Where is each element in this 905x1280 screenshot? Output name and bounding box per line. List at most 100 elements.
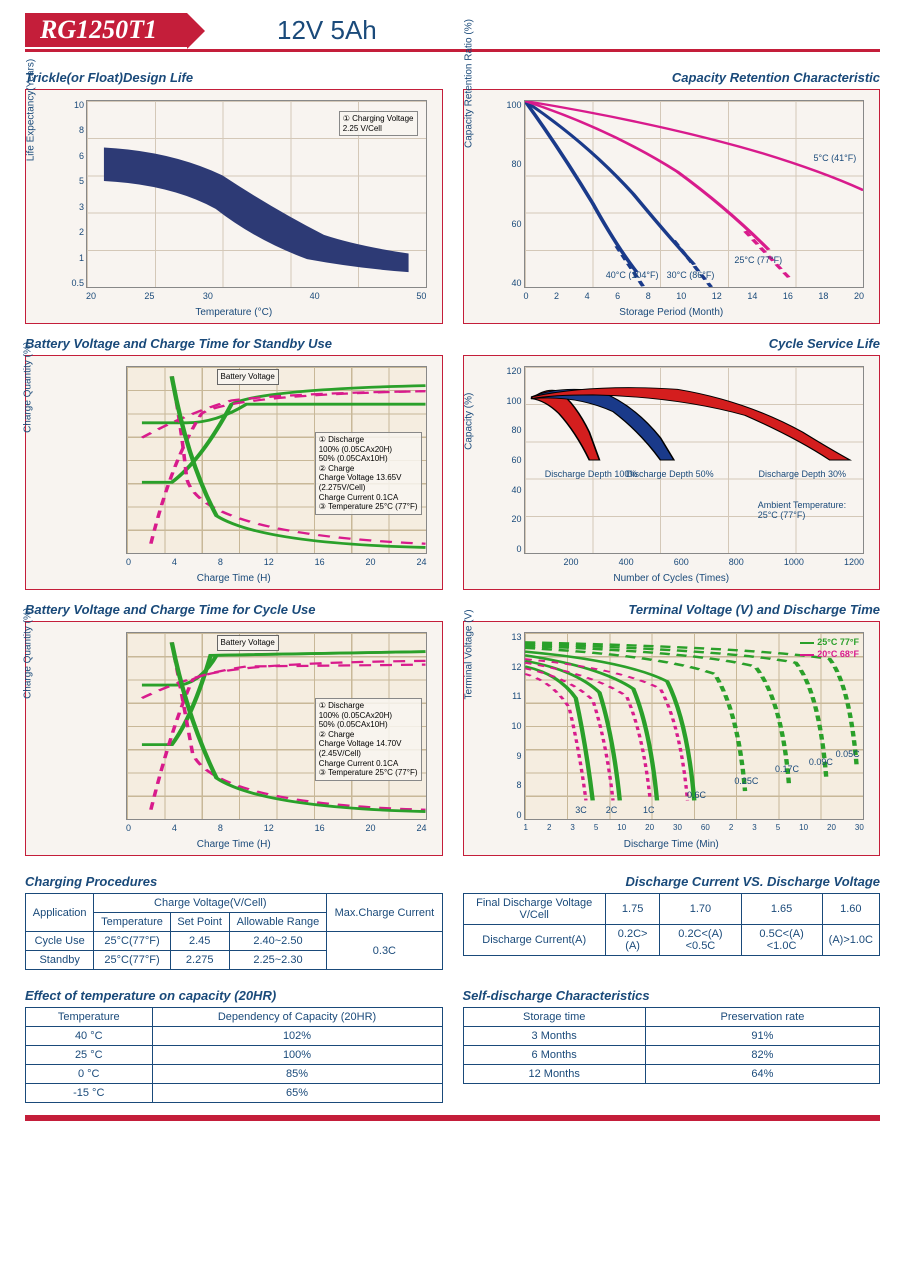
rate-label: 0.09C bbox=[809, 757, 833, 767]
table-title: Effect of temperature on capacity (20HR) bbox=[25, 988, 443, 1003]
table-row: 12 Months64% bbox=[463, 1065, 880, 1084]
table-row: Cycle Use 25°C(77°F) 2.45 2.40~2.50 0.3C bbox=[26, 932, 443, 951]
ylabel: Capacity (%) bbox=[463, 392, 474, 449]
xticks: 200400 600800 10001200 bbox=[524, 557, 865, 569]
th: Preservation rate bbox=[645, 1008, 879, 1027]
table-row: -15 °C65% bbox=[26, 1084, 443, 1103]
curve-label: 25°C (77°F) bbox=[734, 255, 782, 265]
table-row: 0 °C85% bbox=[26, 1065, 443, 1084]
chart-title: Capacity Retention Characteristic bbox=[463, 70, 881, 85]
ylabel: Life Expectancy(Years) bbox=[26, 58, 37, 160]
xlabel: Storage Period (Month) bbox=[619, 307, 723, 318]
table-title: Discharge Current VS. Discharge Voltage bbox=[463, 874, 881, 889]
curve-label: 30°C (86°F) bbox=[667, 270, 715, 280]
xlabel: Discharge Time (Min) bbox=[624, 839, 719, 850]
band-label: Discharge Depth 100% bbox=[545, 469, 638, 479]
curve-label: 40°C (104°F) bbox=[606, 270, 659, 280]
label-bv: Battery Voltage bbox=[217, 635, 279, 651]
th-ar: Allowable Range bbox=[229, 913, 327, 932]
xlabel: Number of Cycles (Times) bbox=[613, 573, 729, 584]
th: Storage time bbox=[463, 1008, 645, 1027]
th: Dependency of Capacity (20HR) bbox=[152, 1008, 442, 1027]
table-row: Discharge Current(A) 0.2C>(A) 0.2C<(A)<0… bbox=[463, 925, 880, 956]
table-title: Charging Procedures bbox=[25, 874, 443, 889]
footer-bar bbox=[25, 1115, 880, 1121]
chart-title: Terminal Voltage (V) and Discharge Time bbox=[463, 602, 881, 617]
plot-area: ① Discharge 100% (0.05CAx20H) 50% (0.05C… bbox=[126, 632, 427, 820]
chart-title: Battery Voltage and Charge Time for Stan… bbox=[25, 336, 443, 351]
tables-row-1: Charging Procedures Application Charge V… bbox=[25, 864, 880, 970]
model-badge: RG1250T1 bbox=[25, 13, 187, 47]
chart-title: Cycle Service Life bbox=[463, 336, 881, 351]
th-sp: Set Point bbox=[170, 913, 229, 932]
yticks: 1312 1110 98 0 bbox=[502, 632, 522, 820]
chart-canvas: Terminal Voltage (V) 1312 1110 98 0 bbox=[463, 621, 881, 856]
chart-trickle: Trickle(or Float)Design Life Life Expect… bbox=[25, 70, 443, 324]
chart-canvas: Life Expectancy(Years) 108 65 32 10.5 ① … bbox=[25, 89, 443, 324]
self-discharge-table: Storage time Preservation rate 3 Months9… bbox=[463, 1007, 881, 1084]
xlabel: Charge Time (H) bbox=[197, 573, 271, 584]
chart-note: ① Charging Voltage 2.25 V/Cell bbox=[339, 111, 418, 136]
plot-area: ① Discharge 100% (0.05CAx20H) 50% (0.05C… bbox=[126, 366, 427, 554]
rate-label: 0.05C bbox=[836, 749, 860, 759]
th-app: Application bbox=[26, 894, 94, 932]
table-row: Final Discharge Voltage V/Cell 1.75 1.70… bbox=[463, 894, 880, 925]
yticks: 120100 8060 4020 0 bbox=[502, 366, 522, 554]
table-row: 25 °C100% bbox=[26, 1046, 443, 1065]
discharge-vs-table: Final Discharge Voltage V/Cell 1.75 1.70… bbox=[463, 893, 881, 956]
chart-title: Trickle(or Float)Design Life bbox=[25, 70, 443, 85]
chart-discharge: Terminal Voltage (V) and Discharge Time … bbox=[463, 602, 881, 856]
page-header: RG1250T1 12V 5Ah bbox=[25, 10, 880, 50]
xticks: 04 812 1620 24 bbox=[126, 557, 427, 569]
table-row: 6 Months82% bbox=[463, 1046, 880, 1065]
th: Temperature bbox=[26, 1008, 153, 1027]
table-row: 3 Months91% bbox=[463, 1027, 880, 1046]
xticks: 02 46 810 1214 1618 20 bbox=[524, 291, 865, 303]
rate-label: 2C bbox=[606, 805, 618, 815]
chart-cyclelife: Cycle Service Life Capacity (%) 120100 8… bbox=[463, 336, 881, 590]
table-row: 40 °C102% bbox=[26, 1027, 443, 1046]
charging-procedures-table: Application Charge Voltage(V/Cell) Max.C… bbox=[25, 893, 443, 970]
rate-label: 3C bbox=[575, 805, 587, 815]
th-max: Max.Charge Current bbox=[327, 894, 442, 932]
chart-retention: Capacity Retention Characteristic Capaci… bbox=[463, 70, 881, 324]
rate-label: 0.6C bbox=[687, 790, 706, 800]
chart-cycleuse: Battery Voltage and Charge Time for Cycl… bbox=[25, 602, 443, 856]
plot-area: 40°C (104°F) 30°C (86°F) 25°C (77°F) 5°C… bbox=[524, 100, 865, 288]
charts-grid: Trickle(or Float)Design Life Life Expect… bbox=[25, 70, 880, 856]
chart-canvas: Charge Quantity (%) ① Discharge 100% (0.… bbox=[25, 355, 443, 590]
th-cv: Charge Voltage(V/Cell) bbox=[94, 894, 327, 913]
xticks: 123510203060235102030 bbox=[524, 823, 865, 835]
rate-label: 1C bbox=[643, 805, 655, 815]
legend-b: 20°C 68°F bbox=[817, 649, 859, 659]
band-label: Discharge Depth 50% bbox=[626, 469, 714, 479]
chart-title: Battery Voltage and Charge Time for Cycl… bbox=[25, 602, 443, 617]
ylabel: Charge Quantity (%) bbox=[23, 341, 34, 432]
chart-canvas: Capacity Retention Ratio (%) 100 80 60 4… bbox=[463, 89, 881, 324]
th-temp: Temperature bbox=[94, 913, 170, 932]
rate-label: 0.25C bbox=[734, 776, 758, 786]
xticks: 04 812 1620 24 bbox=[126, 823, 427, 835]
table-title: Self-discharge Characteristics bbox=[463, 988, 881, 1003]
xlabel: Charge Time (H) bbox=[197, 839, 271, 850]
chart-note: ① Discharge 100% (0.05CAx20H) 50% (0.05C… bbox=[315, 432, 422, 515]
tables-row-2: Effect of temperature on capacity (20HR)… bbox=[25, 978, 880, 1103]
plot-area: ① Charging Voltage 2.25 V/Cell bbox=[86, 100, 427, 288]
ylabel: Charge Quantity (%) bbox=[23, 607, 34, 698]
rate-label: 0.17C bbox=[775, 764, 799, 774]
chart-canvas: Charge Quantity (%) ① Discharge 100% (0.… bbox=[25, 621, 443, 856]
plot-area: 25°C 77°F 20°C 68°F 3C 2C 1C 0.6C 0.25C … bbox=[524, 632, 865, 820]
chart-standby: Battery Voltage and Charge Time for Stan… bbox=[25, 336, 443, 590]
ylabel: Capacity Retention Ratio (%) bbox=[463, 19, 474, 148]
xticks: 2025 30 40 50 bbox=[86, 291, 427, 303]
yticks: 100 80 60 40 bbox=[502, 100, 522, 288]
chart-note: ① Discharge 100% (0.05CAx20H) 50% (0.05C… bbox=[315, 698, 422, 781]
yticks: 108 65 32 10.5 bbox=[64, 100, 84, 288]
plot-area: Discharge Depth 100% Discharge Depth 50%… bbox=[524, 366, 865, 554]
ambient-note: Ambient Temperature: 25°C (77°F) bbox=[758, 500, 846, 520]
temp-capacity-table: Temperature Dependency of Capacity (20HR… bbox=[25, 1007, 443, 1103]
chart-canvas: Capacity (%) 120100 8060 4020 0 Discharg… bbox=[463, 355, 881, 590]
xlabel: Temperature (°C) bbox=[195, 307, 272, 318]
legend-a: 25°C 77°F bbox=[817, 637, 859, 647]
spec-text: 12V 5Ah bbox=[277, 15, 377, 46]
